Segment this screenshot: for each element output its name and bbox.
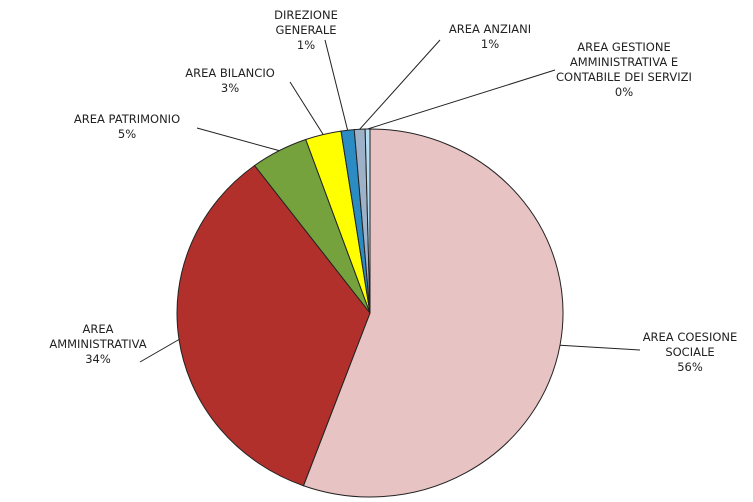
leader-line	[359, 39, 441, 130]
percent-label: 1%	[480, 37, 500, 51]
leader-line	[324, 39, 349, 131]
pie-slice	[176, 164, 371, 487]
leader-line	[139, 339, 180, 363]
category-name: AREA PATRIMONIO	[73, 112, 181, 126]
category-name: AREA COESIONE SOCIALE	[642, 330, 738, 359]
percent-label: 56%	[677, 360, 703, 374]
leader-line	[196, 127, 280, 152]
leader-line	[289, 81, 324, 135]
category-name: AREA BILANCIO	[185, 66, 275, 80]
category-name: DIREZIONE GENERALE	[274, 8, 338, 37]
leader-line	[367, 69, 556, 130]
category-name: AREA GESTIONE AMMINISTRATIVA E CONTABILE…	[556, 40, 692, 84]
percent-label: 1%	[296, 38, 316, 52]
percent-label: 0%	[614, 85, 634, 99]
slice-label: AREA ANZIANI 1%	[435, 22, 545, 52]
percent-label: 5%	[117, 127, 137, 141]
slice-label: DIREZIONE GENERALE 1%	[261, 8, 351, 53]
category-name: AREA ANZIANI	[448, 22, 532, 36]
percent-label: 3%	[220, 81, 240, 95]
slice-label: AREA PATRIMONIO 5%	[57, 112, 197, 142]
category-name: AREA AMMINISTRATIVA	[49, 322, 147, 351]
leader-line	[559, 344, 641, 351]
pie-slice	[302, 128, 564, 498]
percent-label: 34%	[85, 352, 111, 366]
slice-label: AREA BILANCIO 3%	[170, 66, 290, 96]
slice-label: AREA COESIONE SOCIALE 56%	[635, 330, 745, 375]
slice-label: AREA AMMINISTRATIVA 34%	[38, 322, 158, 367]
slice-label: AREA GESTIONE AMMINISTRATIVA E CONTABILE…	[549, 40, 699, 100]
